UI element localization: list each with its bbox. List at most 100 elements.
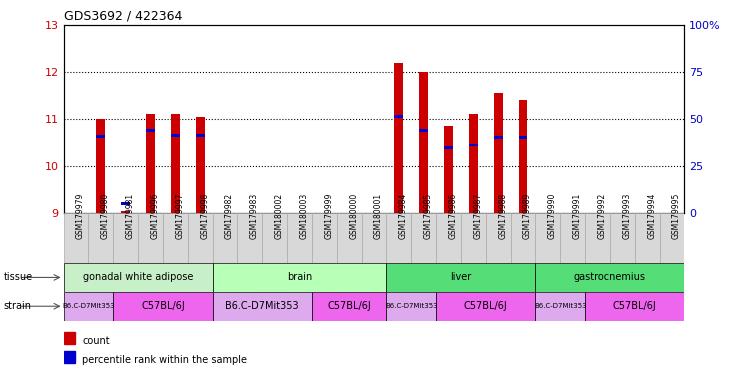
Bar	[146, 114, 155, 213]
Text: liver: liver	[450, 272, 471, 283]
Text: B6.C-D7Mit353: B6.C-D7Mit353	[534, 303, 586, 309]
Bar	[171, 134, 180, 137]
Text: GSM179989: GSM179989	[523, 192, 532, 239]
Text: GSM179986: GSM179986	[449, 192, 458, 239]
Bar	[146, 129, 155, 132]
Text: GSM179979: GSM179979	[76, 192, 85, 239]
Text: tissue: tissue	[4, 272, 33, 283]
Bar	[560, 213, 585, 263]
Bar	[585, 213, 610, 263]
Text: GSM179998: GSM179998	[200, 192, 209, 239]
Bar	[536, 292, 585, 321]
Bar	[121, 202, 130, 205]
Text: GSM179995: GSM179995	[672, 192, 681, 239]
Bar	[485, 213, 511, 263]
Bar	[660, 213, 684, 263]
Text: GSM179993: GSM179993	[622, 192, 631, 239]
Bar	[518, 100, 527, 213]
Bar	[263, 213, 287, 263]
Text: GDS3692 / 422364: GDS3692 / 422364	[64, 10, 182, 23]
Bar	[113, 292, 212, 321]
Text: C57BL/6J: C57BL/6J	[141, 301, 185, 311]
Text: GSM179985: GSM179985	[423, 192, 432, 239]
Bar	[387, 292, 436, 321]
Bar	[461, 213, 485, 263]
Text: GSM179990: GSM179990	[548, 192, 557, 239]
Bar	[113, 213, 138, 263]
Bar	[237, 213, 263, 263]
Text: GSM179984: GSM179984	[399, 192, 408, 239]
Text: B6.C-D7Mit353: B6.C-D7Mit353	[62, 303, 114, 309]
Text: B6.C-D7Mit353: B6.C-D7Mit353	[385, 303, 438, 309]
Bar	[585, 292, 684, 321]
Bar	[212, 263, 387, 292]
Bar	[64, 292, 113, 321]
Text: GSM179982: GSM179982	[225, 192, 234, 239]
Bar	[444, 146, 453, 149]
Text: GSM179994: GSM179994	[647, 192, 656, 239]
Bar	[88, 213, 113, 263]
Text: GSM179987: GSM179987	[473, 192, 482, 239]
Bar	[212, 213, 237, 263]
Text: GSM179999: GSM179999	[325, 192, 334, 239]
Text: gonadal white adipose: gonadal white adipose	[83, 272, 193, 283]
Bar	[635, 213, 660, 263]
Bar	[96, 119, 105, 213]
Bar	[312, 292, 387, 321]
Bar	[64, 351, 75, 363]
Text: C57BL/6J: C57BL/6J	[464, 301, 508, 311]
Text: GSM179996: GSM179996	[150, 192, 159, 239]
Bar	[312, 213, 337, 263]
Bar	[436, 213, 461, 263]
Bar	[420, 129, 428, 132]
Bar	[163, 213, 188, 263]
Bar	[64, 213, 88, 263]
Text: GSM179980: GSM179980	[101, 192, 110, 239]
Bar	[469, 144, 478, 146]
Bar	[610, 213, 635, 263]
Text: GSM180000: GSM180000	[349, 192, 358, 239]
Bar	[518, 136, 527, 139]
Bar	[420, 72, 428, 213]
Text: GSM179991: GSM179991	[573, 192, 582, 239]
Text: GSM179997: GSM179997	[175, 192, 184, 239]
Bar	[96, 135, 105, 138]
Bar	[494, 136, 503, 139]
Bar	[387, 263, 536, 292]
Bar	[64, 332, 75, 344]
Bar	[196, 134, 204, 137]
Text: C57BL/6J: C57BL/6J	[328, 301, 371, 311]
Text: GSM179992: GSM179992	[598, 192, 607, 239]
Bar	[138, 213, 163, 263]
Text: count: count	[82, 336, 110, 346]
Text: GSM180002: GSM180002	[275, 192, 283, 239]
Bar	[469, 114, 478, 213]
Bar	[536, 213, 560, 263]
Bar	[511, 213, 536, 263]
Text: strain: strain	[4, 301, 31, 311]
Text: GSM179981: GSM179981	[126, 192, 135, 239]
Text: GSM180001: GSM180001	[374, 192, 383, 239]
Bar	[287, 213, 312, 263]
Bar	[196, 117, 204, 213]
Bar	[171, 114, 180, 213]
Bar	[436, 292, 536, 321]
Bar	[188, 213, 212, 263]
Bar	[536, 263, 684, 292]
Text: GSM180003: GSM180003	[299, 192, 308, 239]
Bar	[64, 263, 212, 292]
Text: GSM179983: GSM179983	[250, 192, 259, 239]
Bar	[394, 115, 403, 118]
Bar	[411, 213, 436, 263]
Text: brain: brain	[287, 272, 312, 283]
Text: gastrocnemius: gastrocnemius	[574, 272, 646, 283]
Bar	[394, 63, 403, 213]
Text: B6.C-D7Mit353: B6.C-D7Mit353	[225, 301, 299, 311]
Text: C57BL/6J: C57BL/6J	[613, 301, 657, 311]
Bar	[444, 126, 453, 213]
Bar	[212, 292, 312, 321]
Bar	[361, 213, 387, 263]
Bar	[121, 211, 130, 213]
Bar	[494, 93, 503, 213]
Text: GSM179988: GSM179988	[498, 192, 507, 239]
